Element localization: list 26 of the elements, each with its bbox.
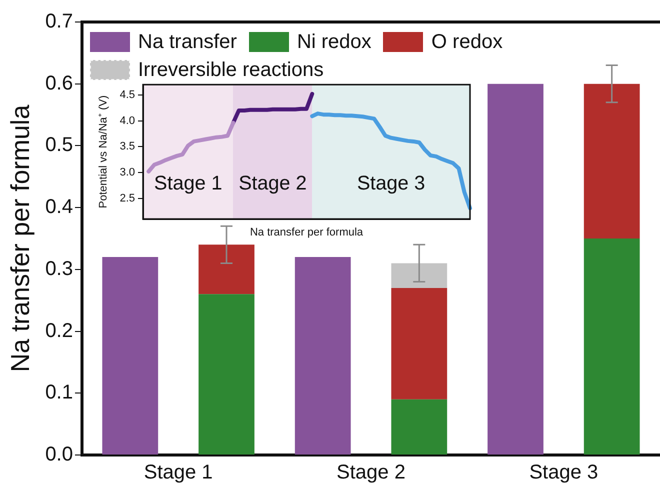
annotation: Stage 2 [238,172,307,195]
legend-label: O redox [431,30,503,54]
annotation: Stage 1 [154,172,222,195]
legend-label: Irreversible reactions [138,58,324,82]
y-tick-label: 4.5 [120,88,135,101]
y-tick-label: 0.2 [45,320,73,342]
y-tick-label: 0.1 [45,382,73,404]
y-tick-label: 3.5 [120,140,135,153]
y-tick-label: 0.6 [45,72,73,94]
y-tick-label: 0.0 [45,444,73,466]
legend-label: Ni redox [296,30,372,54]
y-tick-label: 2.5 [120,192,135,204]
y-tick-label: 3.0 [120,166,135,179]
y-tick-label: 0.7 [45,10,73,33]
y-axis-title: Na transfer per formula [4,104,35,372]
annotation: Stage 3 [356,172,426,195]
y-tick-label: 0.4 [45,196,73,218]
y-tick-label: 0.3 [45,258,73,280]
y-tick-label: 0.5 [45,134,73,156]
text: Stage 3 [529,462,598,484]
legend-label: Na transfer [138,30,237,54]
y-tick-label: 4.0 [120,114,135,127]
x-axis-title: Na transfer per formula [250,226,364,238]
text: Stage 1 [144,462,213,484]
text: Stage 2 [336,462,406,484]
y-axis-title: Potential vs Na/Na⁺ (V) [98,95,110,208]
